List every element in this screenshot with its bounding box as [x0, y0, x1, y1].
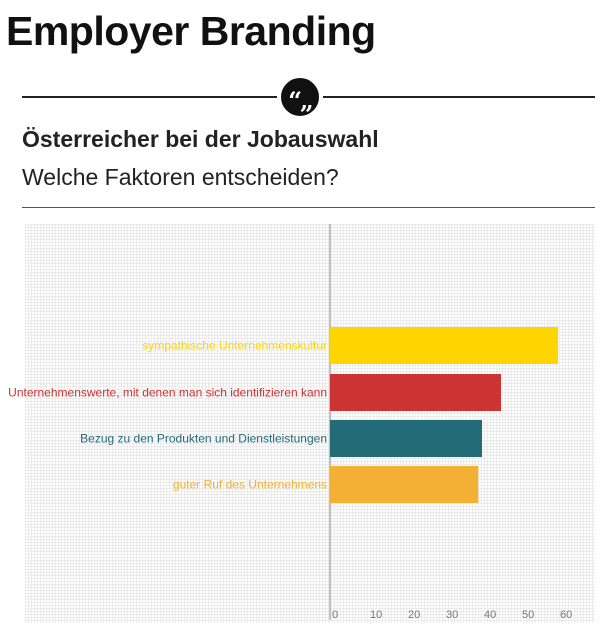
section-divider — [22, 207, 595, 208]
page-title: Employer Branding — [6, 8, 376, 54]
category-label: Bezug zu den Produkten und Dienstleistun… — [80, 432, 327, 446]
x-tick-label: 60 — [560, 609, 572, 621]
x-tick-label: 20 — [408, 609, 420, 621]
section-heading: Österreicher bei der Jobauswahl — [22, 126, 379, 152]
section-subheading: Welche Faktoren entscheiden? — [22, 164, 339, 190]
chart-area — [25, 224, 595, 623]
x-tick-label: 30 — [446, 609, 458, 621]
quote-icon: “„ — [277, 74, 323, 120]
x-tick-label: 40 — [484, 609, 496, 621]
bar — [330, 420, 482, 457]
x-tick-label: 0 — [332, 609, 338, 621]
category-label: Unternehmenswerte, mit denen man sich id… — [8, 386, 327, 400]
bar — [330, 466, 479, 503]
bar — [330, 374, 501, 411]
x-tick-label: 50 — [522, 609, 534, 621]
bar — [330, 327, 558, 364]
category-label: guter Ruf des Unternehmens — [173, 478, 327, 492]
category-label: sympathische Unternehmenskultur — [142, 339, 327, 353]
x-tick-label: 10 — [370, 609, 382, 621]
